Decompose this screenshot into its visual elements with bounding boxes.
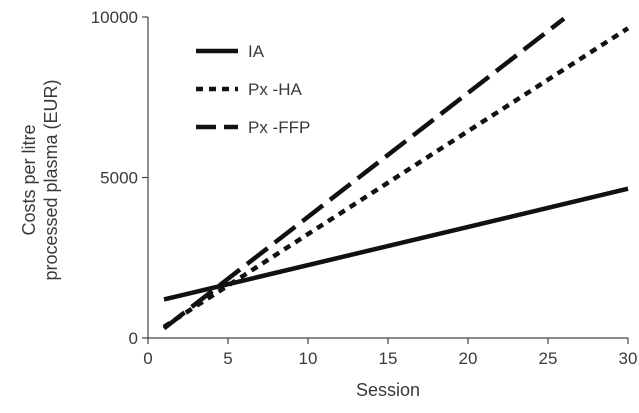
- x-tick-label: 20: [459, 349, 478, 368]
- series-line-px-ffp: [162, 16, 566, 331]
- series-group: [162, 16, 630, 331]
- x-tick-label: 15: [379, 349, 398, 368]
- x-tick-label: 0: [143, 349, 152, 368]
- legend: IA Px -HA Px -FFP: [196, 42, 310, 137]
- x-axis-title: Session: [356, 380, 420, 400]
- y-tick-label: 5000: [100, 169, 138, 188]
- series-line-ia: [163, 186, 629, 302]
- series-line-px-ha: [162, 26, 630, 329]
- ticks: 0 5 10 15 20 25 30 0 5000 10000: [91, 8, 638, 368]
- x-tick-label: 5: [223, 349, 232, 368]
- x-tick-label: 30: [619, 349, 638, 368]
- x-tick-label: 25: [539, 349, 558, 368]
- y-axis-title-line-1: Costs per litre: [19, 124, 39, 235]
- y-axis-title: Costs per litre processed plasma (EUR): [19, 79, 61, 280]
- legend-label: IA: [248, 42, 265, 61]
- legend-label: Px -FFP: [248, 118, 310, 137]
- x-tick-label: 10: [299, 349, 318, 368]
- y-tick-label: 0: [129, 329, 138, 348]
- legend-label: Px -HA: [248, 80, 303, 99]
- y-tick-label: 10000: [91, 8, 138, 27]
- y-axis-title-line-2: processed plasma (EUR): [41, 79, 61, 280]
